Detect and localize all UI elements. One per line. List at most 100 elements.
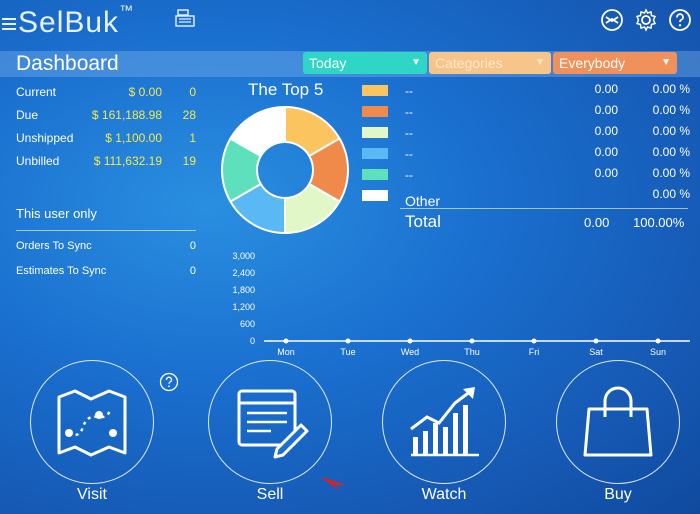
legend-value: 0.00 bbox=[594, 145, 618, 159]
x-tick-label: Wed bbox=[401, 347, 419, 357]
legend-name: -- bbox=[405, 84, 413, 98]
visit-label: Visit bbox=[77, 486, 107, 503]
buy-button[interactable] bbox=[556, 360, 680, 484]
stat-amount: $ 0.00 bbox=[128, 85, 162, 99]
x-tick-label: Sat bbox=[589, 347, 603, 357]
sync-count: 0 bbox=[189, 240, 196, 252]
legend-percent: 0.00 % bbox=[652, 124, 690, 138]
legend-percent: 0.00 % bbox=[652, 166, 690, 180]
weekly-sales-chart: 3,000 2,400 1,800 1,200 600 0 Mon Tue Wed Thu Fri S… bbox=[232, 251, 690, 357]
menu-icon[interactable] bbox=[2, 15, 16, 33]
legend-name: -- bbox=[405, 168, 413, 182]
stat-count: 19 bbox=[182, 154, 196, 168]
chevron-down-icon: ▼ bbox=[661, 57, 671, 68]
stat-amount: $ 1,100.00 bbox=[105, 131, 162, 145]
user-section-title: This user only bbox=[16, 206, 97, 221]
legend-value: 0.00 bbox=[594, 103, 618, 117]
legend-row[interactable]: -- 0.00 0.00 % bbox=[362, 164, 692, 185]
order-stats: Current $ 0.00 0 Due $ 161,188.98 28 Uns… bbox=[16, 85, 200, 177]
total-label: Total bbox=[405, 212, 441, 231]
top5-title: The Top 5 bbox=[248, 80, 324, 99]
sell-button[interactable] bbox=[208, 360, 332, 484]
legend-row-other[interactable]: Other 0.00 % bbox=[362, 185, 692, 209]
legend-value: 0.00 bbox=[594, 166, 618, 180]
shopping-bag-icon bbox=[583, 386, 653, 457]
total-percent: 100.00% bbox=[633, 215, 685, 230]
buy-label: Buy bbox=[604, 486, 632, 503]
stat-row-unbilled[interactable]: Unbilled $ 111,632.19 19 bbox=[16, 154, 200, 177]
stat-amount: $ 111,632.19 bbox=[93, 154, 162, 168]
stat-count: 1 bbox=[189, 131, 196, 145]
period-select-value: Today bbox=[309, 55, 347, 71]
stat-amount: $ 161,188.98 bbox=[91, 108, 162, 122]
categories-select-value: Categories bbox=[435, 55, 503, 71]
legend-name: -- bbox=[405, 126, 413, 140]
legend-row[interactable]: -- 0.00 0.00 % bbox=[362, 122, 692, 143]
x-tick-label: Mon bbox=[277, 347, 295, 357]
sync-count: 0 bbox=[189, 265, 196, 277]
legend-name: Other bbox=[405, 193, 441, 209]
legend-percent: 0.00 % bbox=[652, 82, 690, 96]
app-logo[interactable]: SelBuk™ bbox=[2, 2, 134, 40]
x-tick-label: Thu bbox=[464, 347, 480, 357]
y-tick-label: 1,200 bbox=[232, 302, 255, 312]
sync-icon[interactable] bbox=[600, 8, 624, 32]
stat-row-current[interactable]: Current $ 0.00 0 bbox=[16, 85, 200, 108]
help-icon[interactable] bbox=[668, 8, 692, 32]
sync-list: Orders To Sync 0 Estimates To Sync 0 bbox=[16, 240, 196, 290]
legend-swatch bbox=[362, 85, 388, 96]
legend-percent: 0.00 % bbox=[652, 145, 690, 159]
legend-percent: 0.00 % bbox=[652, 103, 690, 117]
legend-row[interactable]: -- 0.00 0.00 % bbox=[362, 101, 692, 122]
donut-slice[interactable] bbox=[229, 105, 286, 158]
watch-button[interactable] bbox=[382, 360, 506, 484]
legend-value: 0.00 bbox=[594, 124, 618, 138]
period-select[interactable]: Today ▼ bbox=[303, 52, 427, 74]
chevron-down-icon: ▼ bbox=[411, 57, 421, 68]
audience-select[interactable]: Everybody ▼ bbox=[553, 52, 677, 74]
stat-row-unshipped[interactable]: Unshipped $ 1,100.00 1 bbox=[16, 131, 200, 154]
legend-name: -- bbox=[405, 105, 413, 119]
legend-swatch bbox=[362, 127, 388, 138]
map-icon bbox=[57, 389, 127, 457]
legend-swatch bbox=[362, 106, 388, 117]
stat-label: Unbilled bbox=[16, 154, 60, 168]
legend-swatch bbox=[362, 190, 388, 201]
audience-select-value: Everybody bbox=[559, 55, 626, 71]
chevron-down-icon: ▼ bbox=[535, 57, 545, 68]
watch-label: Watch bbox=[421, 486, 467, 503]
gear-icon[interactable] bbox=[634, 8, 658, 32]
stat-label: Unshipped bbox=[16, 131, 74, 145]
page-title: Dashboard bbox=[16, 52, 119, 75]
stat-count: 0 bbox=[189, 85, 196, 99]
categories-select[interactable]: Categories ▼ bbox=[429, 52, 551, 74]
stat-row-due[interactable]: Due $ 161,188.98 28 bbox=[16, 108, 200, 131]
sync-label: Orders To Sync bbox=[16, 240, 92, 252]
x-tick-label: Fri bbox=[529, 347, 540, 357]
y-tick-label: 0 bbox=[250, 336, 255, 346]
x-tick-label: Sun bbox=[650, 347, 666, 357]
sync-label: Estimates To Sync bbox=[16, 265, 107, 277]
visit-button[interactable] bbox=[30, 360, 154, 484]
legend-name: -- bbox=[405, 147, 413, 161]
help-icon[interactable] bbox=[159, 372, 179, 392]
legend-percent: 0.00 % bbox=[652, 187, 690, 201]
legend-swatch bbox=[362, 169, 388, 180]
stat-label: Current bbox=[16, 85, 57, 99]
stat-label: Due bbox=[16, 108, 39, 122]
sync-row-estimates[interactable]: Estimates To Sync 0 bbox=[16, 265, 196, 290]
legend-swatch bbox=[362, 148, 388, 159]
cash-register-icon[interactable] bbox=[175, 9, 195, 27]
action-buttons: Visit Sell Watch Buy bbox=[0, 360, 700, 514]
top5-legend: -- 0.00 0.00 % -- 0.00 0.00 % -- 0.00 0.… bbox=[362, 80, 692, 209]
total-value: 0.00 bbox=[584, 215, 610, 230]
legend-row[interactable]: -- 0.00 0.00 % bbox=[362, 80, 692, 101]
y-tick-label: 600 bbox=[240, 319, 255, 329]
pointer-cursor-icon bbox=[320, 477, 346, 491]
divider bbox=[16, 230, 196, 231]
stat-count: 28 bbox=[182, 108, 196, 122]
logo-trademark: ™ bbox=[119, 2, 135, 18]
sync-row-orders[interactable]: Orders To Sync 0 bbox=[16, 240, 196, 265]
growth-chart-icon bbox=[410, 387, 479, 457]
legend-row[interactable]: -- 0.00 0.00 % bbox=[362, 143, 692, 164]
